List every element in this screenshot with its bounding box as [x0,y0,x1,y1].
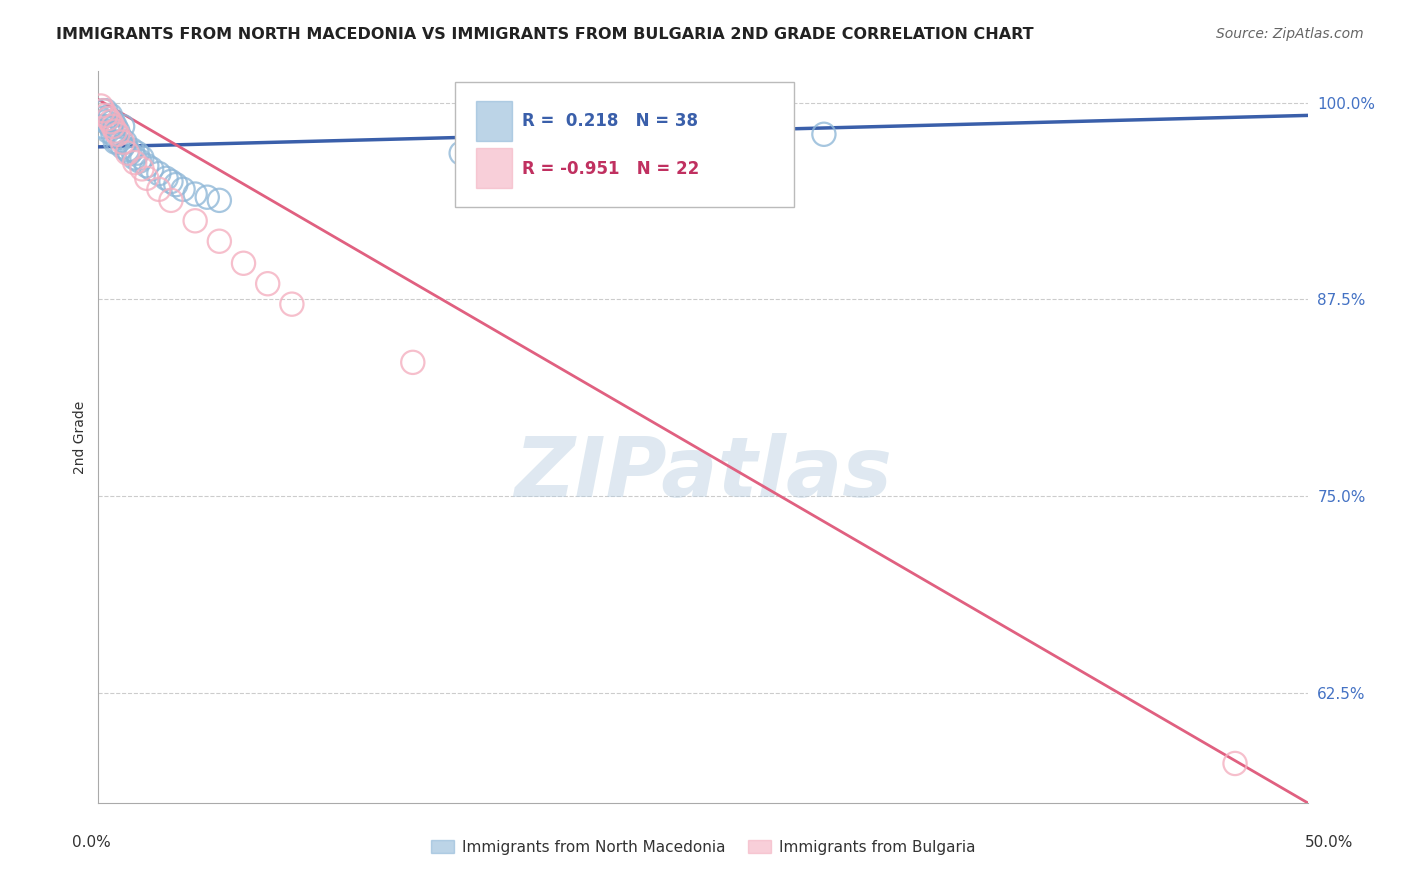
Point [124,151,146,165]
Point [118,146,141,161]
Point [91,120,114,134]
Point [94,103,117,118]
Point [148,182,170,196]
Text: R =  0.218   N = 38: R = 0.218 N = 38 [522,112,697,130]
Point [91,103,114,118]
Point [160,174,183,188]
Point [97,124,120,138]
Text: Source: ZipAtlas.com: Source: ZipAtlas.com [1216,27,1364,41]
Point [208,194,231,208]
Point [107,135,129,149]
Point [101,114,124,128]
Point [155,171,177,186]
Point [100,120,122,134]
Point [131,151,153,165]
Point [91,103,114,118]
Point [97,112,120,126]
Point [813,128,835,142]
Point [172,182,194,196]
Point [402,355,425,369]
Text: R = -0.951   N = 22: R = -0.951 N = 22 [522,160,699,178]
Point [100,108,122,122]
Text: 50.0%: 50.0% [1305,836,1353,850]
FancyBboxPatch shape [456,82,793,207]
Point [114,135,136,149]
Point [208,234,231,248]
Point [97,112,120,126]
Point [232,256,254,270]
Point [160,194,183,208]
Bar [475,148,512,188]
Point [108,130,131,145]
Point [135,171,157,186]
Point [450,146,472,161]
Point [111,120,134,134]
Point [101,128,124,142]
Point [165,178,187,192]
Bar [475,101,512,141]
Point [90,112,112,126]
Point [94,114,117,128]
Text: IMMIGRANTS FROM NORTH MACEDONIA VS IMMIGRANTS FROM BULGARIA 2ND GRADE CORRELATIO: IMMIGRANTS FROM NORTH MACEDONIA VS IMMIG… [56,27,1033,42]
Point [256,277,278,291]
Point [184,214,207,228]
Text: ZIPatlas: ZIPatlas [515,434,891,514]
Point [90,99,112,113]
Legend: Immigrants from North Macedonia, Immigrants from Bulgaria: Immigrants from North Macedonia, Immigra… [425,834,981,861]
Point [127,146,149,161]
Point [121,143,143,157]
Text: 0.0%: 0.0% [72,836,111,850]
Point [104,135,127,149]
Point [104,124,127,138]
Point [148,167,170,181]
Point [1223,756,1246,771]
Point [107,128,129,142]
Point [100,114,122,128]
Point [111,140,134,154]
Point [135,159,157,173]
Point [124,155,146,169]
Y-axis label: 2nd Grade: 2nd Grade [73,401,87,474]
Point [281,297,304,311]
Point [128,154,150,169]
Point [131,161,153,176]
Point [107,124,129,138]
Point [195,190,218,204]
Point [94,108,117,122]
Point [117,143,139,157]
Point [101,120,124,134]
Point [104,120,127,134]
Point [111,135,134,149]
Point [141,161,163,176]
Point [117,146,139,161]
Point [184,187,207,202]
